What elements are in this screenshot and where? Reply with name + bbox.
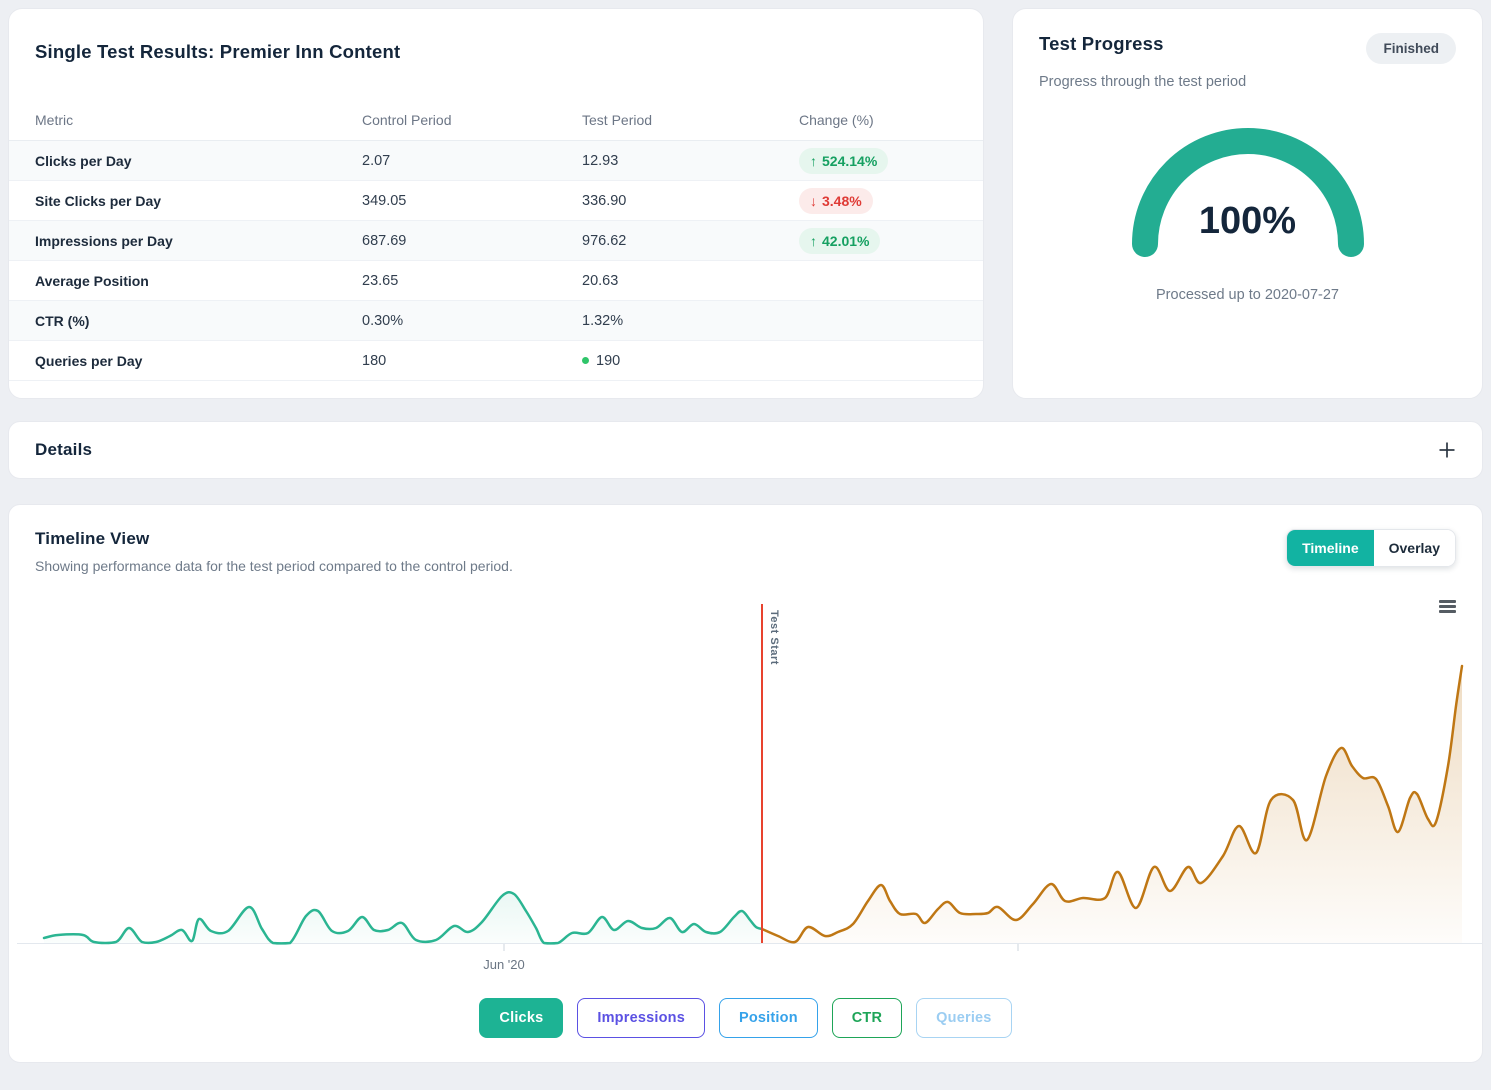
progress-gauge: 100% (1128, 124, 1368, 269)
details-title: Details (35, 440, 93, 459)
test-value: 190 (582, 353, 799, 369)
change-value: 524.14% (822, 152, 878, 169)
table-row: Clicks per Day 2.07 12.93 ↑ 524.14% (9, 141, 983, 181)
test-value: 976.62 (582, 232, 627, 249)
col-test-period: Test Period (582, 111, 653, 128)
timeline-subtitle: Showing performance data for the test pe… (35, 558, 513, 574)
series-line (760, 664, 1464, 944)
test-value: 12.93 (582, 152, 619, 169)
view-toggle: Timeline Overlay (1286, 529, 1456, 567)
timeline-card: Timeline View Showing performance data f… (8, 504, 1483, 1063)
col-change: Change (%) (799, 111, 874, 128)
metric-buttons-row: Clicks Impressions Position CTR Queries (9, 998, 1482, 1038)
test-progress-card: Test Progress Finished Progress through … (1012, 8, 1483, 399)
test-value: 1.32% (582, 312, 624, 329)
change-value: 42.01% (822, 232, 870, 249)
metric-label: Clicks per Day (35, 152, 132, 169)
queries-dot (582, 356, 589, 364)
metric-label: Average Position (35, 272, 149, 289)
progress-title: Test Progress (1039, 33, 1164, 54)
metric-label: Site Clicks per Day (35, 192, 162, 209)
metric-label: Queries per Day (35, 352, 143, 369)
change-cell: ↓ 3.48% (799, 187, 983, 214)
single-test-results-card: Single Test Results: Premier Inn Content… (8, 8, 984, 399)
change-badge: ↑ 524.14% (799, 147, 889, 174)
timeline-titles: Timeline View Showing performance data f… (35, 529, 513, 574)
col-control-period: Control Period (362, 111, 452, 128)
queries-button[interactable]: Queries (916, 998, 1012, 1038)
x-axis-label: Jun '20 (483, 957, 525, 972)
test-start-label: Test Start (768, 610, 780, 665)
gauge-arc (1131, 128, 1364, 257)
top-row: Single Test Results: Premier Inn Content… (8, 8, 1483, 399)
arrow-down-icon: ↓ (810, 192, 817, 209)
results-table: Metric Control Period Test Period Change… (9, 99, 983, 381)
timeline-chart: Jun '20 Test Start (17, 604, 1482, 972)
test-value: 20.63 (582, 272, 619, 289)
table-row: Queries per Day 180 190 (9, 341, 983, 381)
series-area (762, 666, 1462, 943)
control-value: 180 (362, 352, 387, 369)
timeline-toggle-button[interactable]: Timeline (1287, 530, 1374, 566)
change-cell: ↑ 42.01% (799, 227, 983, 254)
clicks-button[interactable]: Clicks (479, 998, 564, 1038)
series-area (44, 892, 762, 944)
table-row: Site Clicks per Day 349.05 336.90 ↓ 3.48% (9, 181, 983, 221)
control-value: 2.07 (362, 152, 391, 169)
arrow-up-icon: ↑ (810, 152, 817, 169)
progress-caption: Processed up to 2020-07-27 (1156, 287, 1339, 303)
change-badge: ↑ 42.01% (799, 227, 881, 254)
col-metric: Metric (35, 111, 74, 128)
progress-percent: 100% (1198, 200, 1297, 242)
control-value: 687.69 (362, 232, 407, 249)
progress-subtitle: Progress through the test period (1039, 74, 1247, 90)
timeline-chart-area: Jun '20 Test Start (9, 596, 1482, 988)
test-value: 336.90 (582, 192, 627, 209)
chart-menu-icon[interactable] (1439, 600, 1456, 616)
control-value: 0.30% (362, 312, 404, 329)
overlay-toggle-button[interactable]: Overlay (1373, 530, 1455, 566)
table-header: Metric Control Period Test Period Change… (9, 99, 983, 141)
progress-header: Test Progress Finished (1039, 33, 1456, 64)
results-title: Single Test Results: Premier Inn Content (35, 41, 401, 62)
control-value: 349.05 (362, 192, 407, 209)
change-badge: ↓ 3.48% (799, 187, 873, 214)
timeline-title: Timeline View (35, 529, 150, 548)
details-card[interactable]: Details (8, 421, 1483, 479)
arrow-up-icon: ↑ (810, 232, 817, 249)
table-row: Average Position 23.65 20.63 (9, 261, 983, 301)
control-value: 23.65 (362, 272, 399, 289)
impressions-button[interactable]: Impressions (577, 998, 705, 1038)
metric-label: CTR (%) (35, 312, 90, 329)
position-button[interactable]: Position (718, 998, 818, 1038)
change-cell: ↑ 524.14% (799, 147, 983, 174)
expand-plus-icon[interactable] (1438, 441, 1456, 459)
ctr-button[interactable]: CTR (831, 998, 903, 1038)
test-value-text: 190 (596, 352, 621, 369)
metric-label: Impressions per Day (35, 232, 173, 249)
table-row: Impressions per Day 687.69 976.62 ↑ 42.01… (9, 221, 983, 261)
table-row: CTR (%) 0.30% 1.32% (9, 301, 983, 341)
series-line (42, 891, 764, 945)
change-value: 3.48% (822, 192, 862, 209)
timeline-header: Timeline View Showing performance data f… (9, 505, 1482, 574)
plot-area: Jun '20 Test Start (17, 604, 1482, 972)
status-badge: Finished (1366, 33, 1456, 64)
